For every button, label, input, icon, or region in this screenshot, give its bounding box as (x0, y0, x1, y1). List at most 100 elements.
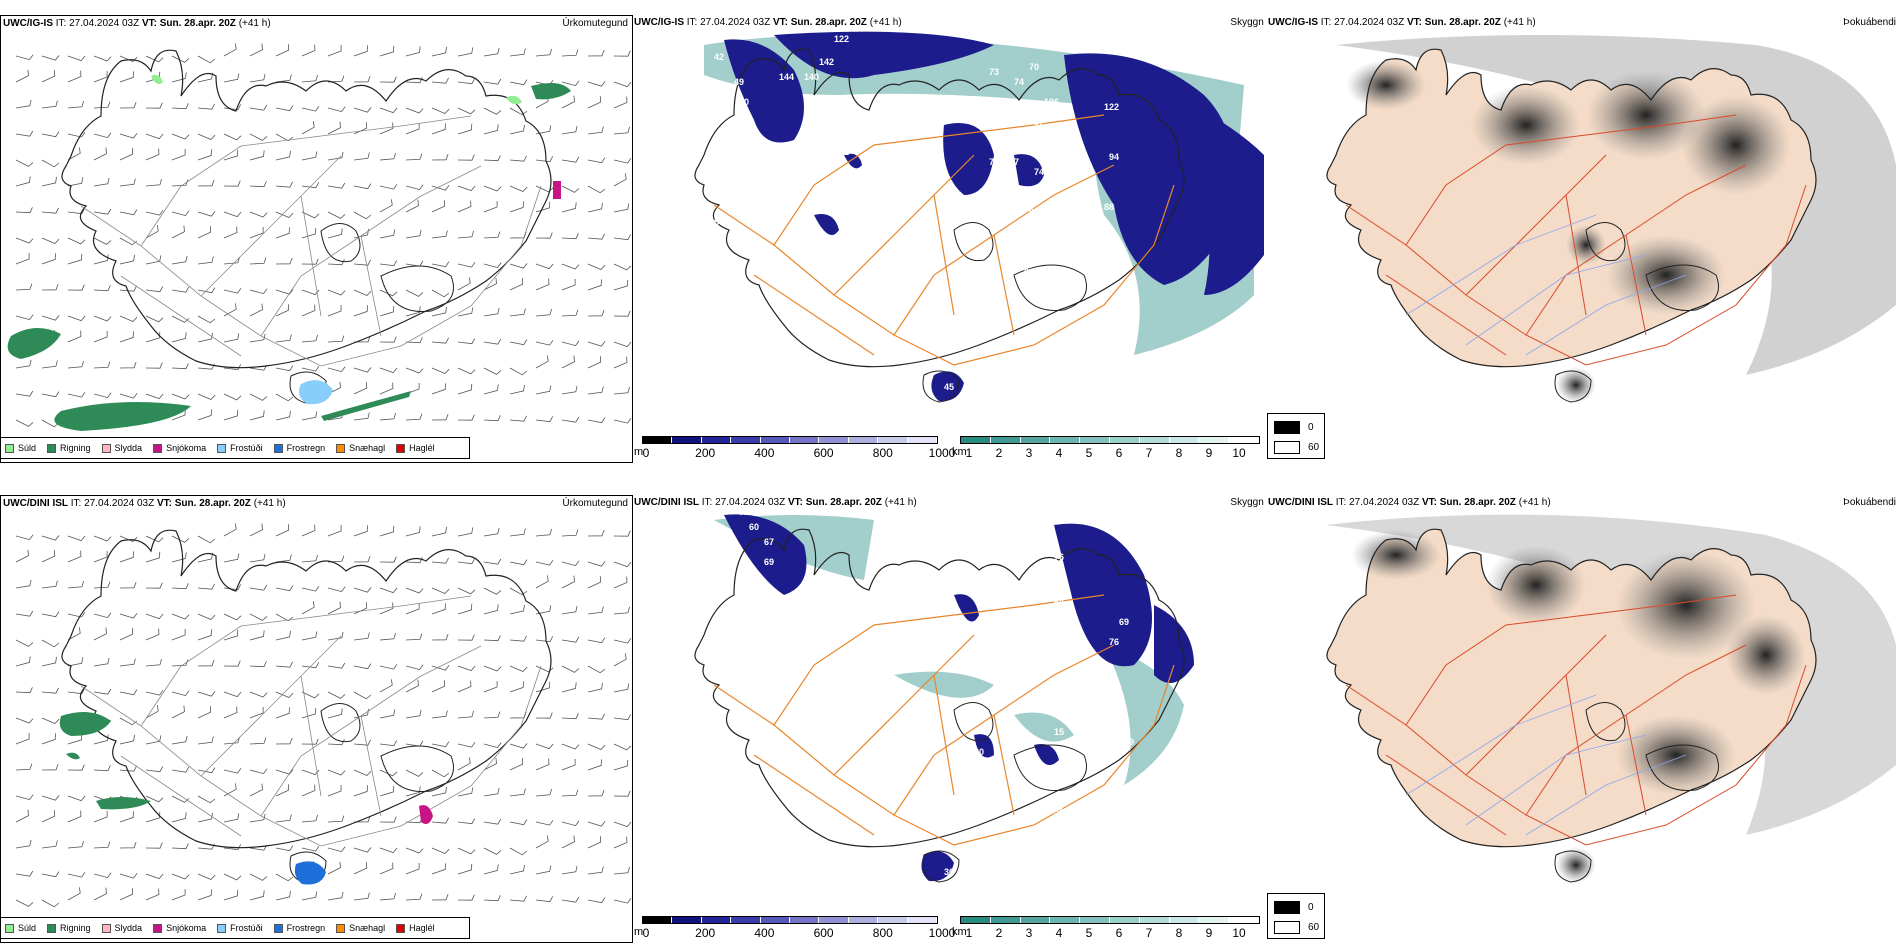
colorbar-tick: 1 (965, 446, 973, 460)
colorbar-tick: 6 (1115, 926, 1123, 940)
init-time: 27.04.2024 03Z (84, 498, 155, 509)
init-time: 27.04.2024 03Z (715, 497, 786, 508)
fog-panel-title: Þokuábendi (1843, 497, 1896, 508)
vt-label: VT: (1406, 17, 1422, 28)
fog-index-legend-row1: 0 60 (1267, 413, 1325, 459)
init-time: 27.04.2024 03Z (700, 17, 771, 28)
lead-time: (+41 h) (238, 18, 271, 29)
cloud-base-label: 67 (764, 537, 774, 547)
legend-label: Súld (18, 923, 37, 933)
visibility-panel-row1: 42 49 50 122 142 144 140 23 77 12 20 92 99 69 73 74 70 10… (634, 15, 1264, 435)
cloud-base-label: 19 (1064, 162, 1074, 172)
cloud-base-label: 15 (1054, 727, 1064, 737)
fog-black-label: 0 (1308, 422, 1314, 433)
colorbar-tick: 7 (1145, 446, 1153, 460)
cloud-base-label: 89 (989, 112, 999, 122)
cloud-base-label: 69 (764, 557, 774, 567)
cloud-base-label: 140 (804, 72, 819, 82)
colorbar-bin (1109, 437, 1140, 443)
legend-item-0: Súld (5, 443, 36, 453)
vt-label: VT: (787, 497, 803, 508)
colorbar-bin (1080, 917, 1110, 923)
row2-visibility-header: UWC/DINI ISL IT: 27.04.2024 03Z VT: Sun.… (634, 497, 917, 509)
legend-swatch (5, 923, 14, 933)
cloud-base-label: 92 (894, 167, 904, 177)
cloud-base-label: 45 (944, 382, 954, 392)
legend-item-1: Rigning (47, 923, 91, 933)
colorbar-bin (731, 437, 761, 443)
colorbar-bin (819, 917, 849, 923)
cloud-base-label: 16 (1064, 192, 1074, 202)
legend-item-6: Snæhagl (336, 443, 385, 453)
colorbar-bin (878, 917, 908, 923)
colorbar-bin (990, 917, 1021, 923)
colorbar-bin (701, 437, 732, 443)
colorbar-bin (1020, 437, 1051, 443)
lead-time: (+41 h) (253, 498, 286, 509)
cloud-base-label: 20 (974, 747, 984, 757)
colorbar-bin (819, 437, 849, 443)
legend-item-4: Frostúði (217, 443, 263, 453)
colorbar-tick: 1 (965, 926, 973, 940)
colorbar-unit: m (634, 446, 644, 458)
row1-fog-header: UWC/IG-IS IT: 27.04.2024 03Z VT: Sun. 28… (1268, 17, 1536, 29)
cloud-base-label: 23 (704, 122, 714, 132)
colorbar-tick: 2 (995, 446, 1003, 460)
legend-item-0: Súld (5, 923, 36, 933)
valid-time: Sun. 28.apr. 20Z (159, 18, 236, 29)
colorbar-bin (1229, 917, 1259, 923)
colorbar-tick: 10 (1232, 926, 1246, 940)
cloud-base-colorbar-row2: m 0 200 400 600 800 1000 (634, 916, 955, 942)
cloud-base-label: 50 (739, 97, 749, 107)
freezing-rain-patch (294, 861, 326, 885)
cloud-base-label: 90 (989, 657, 999, 667)
cloud-base-label: 142 (819, 57, 834, 67)
row1-visibility-header: UWC/IG-IS IT: 27.04.2024 03Z VT: Sun. 28… (634, 17, 902, 29)
legend-swatch (217, 443, 227, 453)
legend-item-4: Frostúði (217, 923, 263, 933)
cloud-base-label: 92 (739, 507, 749, 517)
cloud-base-label: 71 (989, 622, 999, 632)
colorbar-unit: km (952, 926, 967, 938)
visibility-panel-row2: 92 60 67 69 11 10 93 76 90 76 118 64 71 96 69 76 69 90 16 2… (634, 495, 1264, 915)
legend-item-7: Haglél (396, 923, 435, 933)
cloud-base-label: 182 (1054, 252, 1069, 262)
colorbar-tick: 3 (1025, 446, 1033, 460)
colorbar-bin (790, 917, 820, 923)
cloud-base-label: 76 (989, 537, 999, 547)
colorbar-tick: 200 (695, 926, 716, 940)
colorbar-bin (1020, 917, 1051, 923)
init-time: 27.04.2024 03Z (69, 18, 140, 29)
valid-time: Sun. 28.apr. 20Z (790, 17, 867, 28)
legend-swatch (273, 923, 283, 933)
legend-item-6: Snæhagl (336, 923, 385, 933)
row1-precip-header: UWC/IG-IS IT: 27.04.2024 03Z VT: Sun. 28… (3, 18, 271, 30)
lead-time: (+41 h) (1503, 17, 1536, 28)
cloud-base-label: 21 (974, 317, 984, 327)
cloud-base-colorbar-row1: m 0 200 400 600 800 1000 (634, 436, 955, 462)
model-name: UWC/DINI ISL (3, 498, 68, 509)
legend-label: Frostregn (286, 443, 326, 453)
colorbar-tick: 5 (1085, 926, 1093, 940)
cloud-base-label: 90 (989, 552, 999, 562)
colorbar-tick: 600 (813, 446, 834, 460)
legend-item-3: Snjókoma (153, 923, 206, 933)
legend-label: Frostúði (230, 923, 263, 933)
fog-panel-title: Þokuábendi (1843, 17, 1896, 28)
cloud-base-label: 94 (1054, 182, 1064, 192)
colorbar-tick: 1000 (928, 926, 956, 940)
cloud-base-label: 74 (1014, 77, 1024, 87)
cloud-base-label: 73 (989, 157, 999, 167)
colorbar-bin (672, 437, 702, 443)
colorbar-tick: 4 (1055, 446, 1063, 460)
cloud-base-label: 88 (1104, 202, 1114, 212)
colorbar-tick: 6 (1115, 446, 1123, 460)
colorbar-tick: 800 (872, 926, 893, 940)
legend-label: Frostúði (230, 443, 263, 453)
cloud-base-label: 32 (1044, 132, 1054, 142)
fog-index-legend-row2: 0 60 (1267, 893, 1325, 939)
fog-black-swatch (1274, 901, 1300, 914)
cloud-base-label: 74 (1034, 167, 1044, 177)
fog-black-label: 0 (1308, 902, 1314, 913)
